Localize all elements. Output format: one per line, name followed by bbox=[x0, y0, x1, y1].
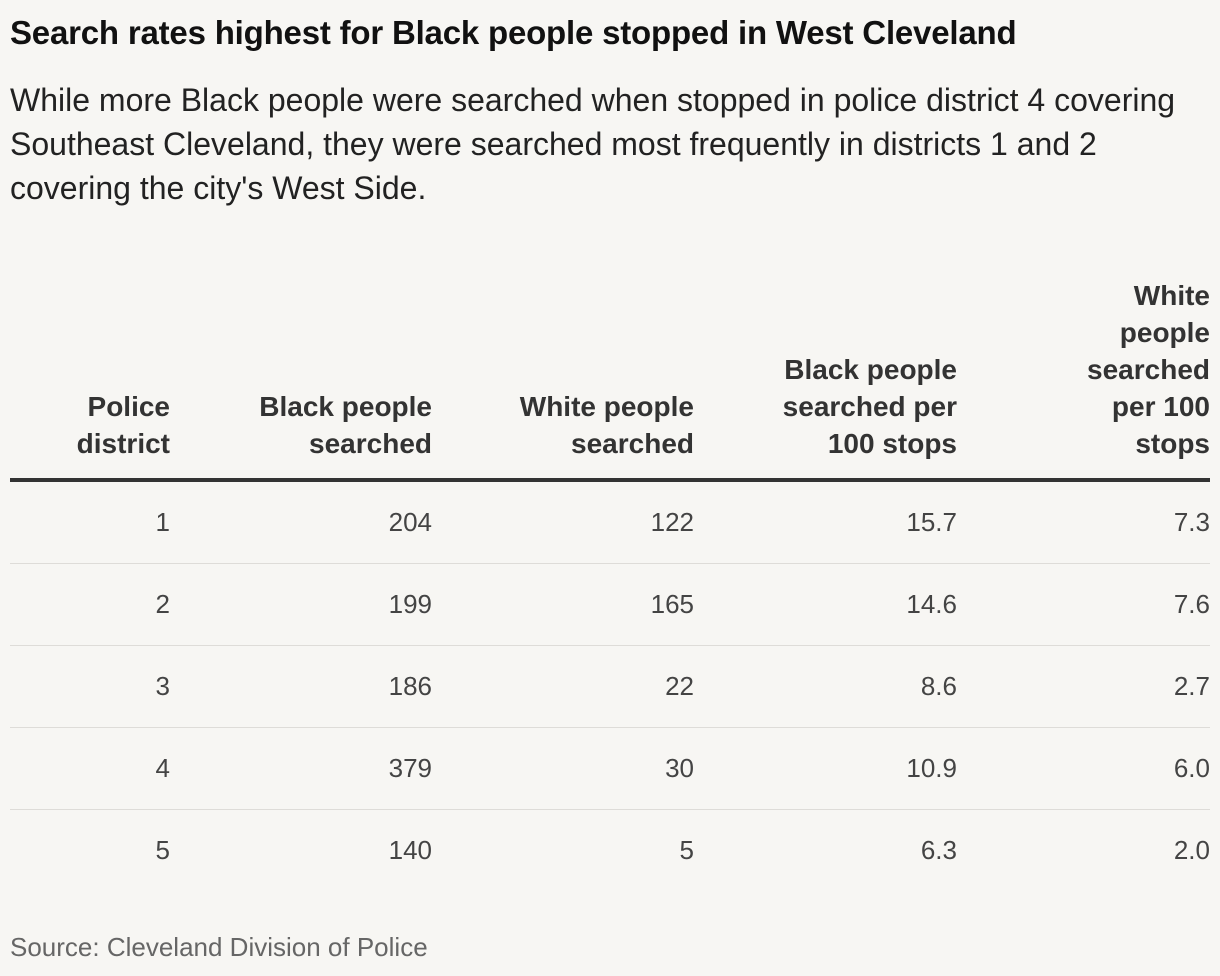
table-row: 5 140 5 6.3 2.0 bbox=[10, 810, 1210, 892]
cell-white-searched: 22 bbox=[432, 645, 694, 728]
data-table: Police district Black people searched Wh… bbox=[10, 276, 1210, 891]
header-black-searched: Black people searched bbox=[170, 276, 432, 482]
cell-black-searched: 186 bbox=[170, 645, 432, 728]
cell-police-district: 4 bbox=[10, 727, 170, 810]
header-label: White people searched per 100 stops bbox=[1087, 280, 1210, 459]
cell-white-per-100: 2.7 bbox=[957, 645, 1210, 728]
cell-police-district: 5 bbox=[155, 835, 170, 865]
cell-black-per-100: 10.9 bbox=[694, 727, 957, 810]
table-row: 1 204 122 15.7 7.3 bbox=[10, 480, 1210, 564]
cell-white-per-100: 7.3 bbox=[957, 480, 1210, 564]
cell-white-searched: 122 bbox=[432, 480, 694, 564]
cell-white-per-100: 7.6 bbox=[957, 563, 1210, 646]
table-row: 3 186 22 8.6 2.7 bbox=[10, 645, 1210, 728]
cell-black-per-100: 6.3 bbox=[920, 835, 957, 865]
header-police-district: Police district bbox=[10, 276, 170, 482]
chart-title: Search rates highest for Black people st… bbox=[10, 14, 1017, 51]
header-label: Police district bbox=[76, 391, 170, 459]
cell-white-per-100: 6.0 bbox=[957, 727, 1210, 810]
cell-white-searched: 5 bbox=[679, 835, 694, 865]
cell-black-searched: 199 bbox=[170, 563, 432, 646]
header-black-per-100: Black people searched per 100 stops bbox=[694, 276, 957, 482]
cell-black-per-100: 14.6 bbox=[694, 563, 957, 646]
cell-white-searched: 30 bbox=[432, 727, 694, 810]
header-white-searched: White people searched bbox=[432, 276, 694, 482]
header-white-per-100: White people searched per 100 stops bbox=[957, 276, 1210, 482]
cell-black-per-100: 8.6 bbox=[694, 645, 957, 728]
header-label: Black people searched per 100 stops bbox=[782, 354, 957, 459]
header-label: Black people searched bbox=[259, 391, 432, 459]
source-note: Source: Cleveland Division of Police bbox=[10, 932, 428, 962]
table-row: 4 379 30 10.9 6.0 bbox=[10, 727, 1210, 810]
cell-black-searched: 140 bbox=[388, 835, 432, 865]
cell-white-per-100: 2.0 bbox=[1173, 835, 1210, 865]
cell-black-per-100: 15.7 bbox=[694, 480, 957, 564]
header-label: White people searched bbox=[519, 391, 694, 459]
chart-subtitle: While more Black people were searched wh… bbox=[10, 82, 1176, 206]
cell-police-district: 3 bbox=[10, 645, 170, 728]
cell-black-searched: 204 bbox=[170, 480, 432, 564]
table-row: 2 199 165 14.6 7.6 bbox=[10, 563, 1210, 646]
cell-white-searched: 165 bbox=[432, 563, 694, 646]
cell-police-district: 1 bbox=[10, 480, 170, 564]
cell-police-district: 2 bbox=[10, 563, 170, 646]
table-body: 1 204 122 15.7 7.3 2 199 165 14.6 7.6 3 186 22 8.6 2.7… bbox=[10, 480, 1210, 891]
cell-black-searched: 379 bbox=[170, 727, 432, 810]
table-header-row: Police district Black people searched Wh… bbox=[10, 276, 1210, 482]
